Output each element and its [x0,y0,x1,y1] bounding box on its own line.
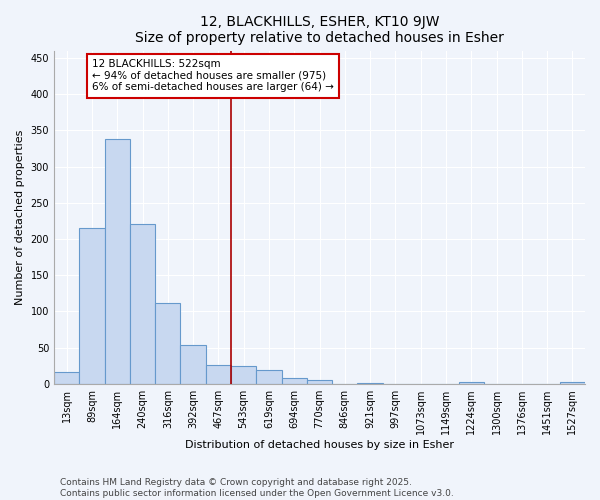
Bar [231,366,256,384]
Bar [458,382,484,384]
Bar [79,228,104,384]
Bar [130,224,155,384]
Bar [307,380,332,384]
Bar [104,139,130,384]
Bar [54,372,79,384]
Bar [256,370,281,384]
Title: 12, BLACKHILLS, ESHER, KT10 9JW
Size of property relative to detached houses in : 12, BLACKHILLS, ESHER, KT10 9JW Size of … [135,15,504,45]
Bar [181,345,206,384]
Text: 12 BLACKHILLS: 522sqm
← 94% of detached houses are smaller (975)
6% of semi-deta: 12 BLACKHILLS: 522sqm ← 94% of detached … [92,59,334,92]
Bar [155,303,181,384]
Bar [560,382,585,384]
Bar [281,378,307,384]
Bar [358,383,383,384]
Text: Contains HM Land Registry data © Crown copyright and database right 2025.
Contai: Contains HM Land Registry data © Crown c… [60,478,454,498]
Bar [206,365,231,384]
X-axis label: Distribution of detached houses by size in Esher: Distribution of detached houses by size … [185,440,454,450]
Y-axis label: Number of detached properties: Number of detached properties [15,130,25,305]
